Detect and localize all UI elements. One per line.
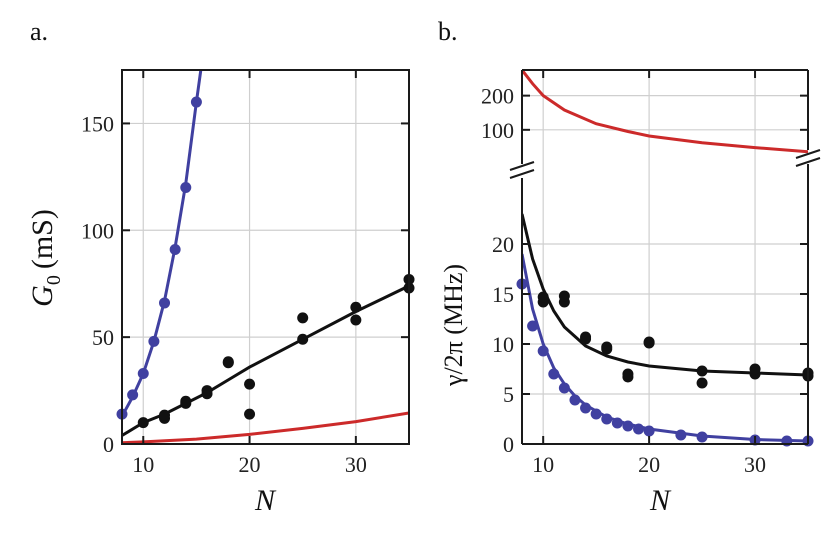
panel-b-data-point-black [558,290,570,302]
panel-a-y-tick-label: 50 [92,325,114,350]
panel-b-data-point-blue [633,423,645,435]
panel-b-points [516,278,814,447]
panel-a-data-point-black [297,333,309,345]
panel-b-y-tick-label: 10 [492,332,514,357]
panel-b-fit-curve-blue [522,253,808,443]
panel-b-data-point-blue [696,431,708,443]
panel-a-grid [122,70,409,445]
panel-a-data-point-black [201,385,213,397]
panel-b-data-point-blue [601,413,613,425]
panel-a-points [116,96,415,429]
panel-b-x-tick-label: 20 [638,452,660,477]
panel-b-y-tick-label: 20 [492,232,514,257]
panel-a-data-point-blue [169,244,181,256]
panel-a-data-point-black [244,378,256,390]
panel-a-data-point-black [180,395,192,407]
panel-a-data-point-blue [190,96,202,108]
panel-b-y-tick-label: 5 [503,382,514,407]
panel-b-fit-curve-red [522,70,808,154]
panel-a-x-axis-title: N [254,484,277,517]
panel-b-fit-curve-black [522,213,808,377]
panel-a-data-point-blue [180,182,192,194]
panel-b-y-axis-title: γ/2π (MHz) [439,264,468,387]
panel-a-data-point-blue [127,389,139,401]
panel-b-data-point-blue [558,382,570,394]
panel-a-label: a. [30,17,48,46]
panel-a-fit-curve-black [122,284,409,437]
panel-a-x-ticks: 10 20 30 [132,70,367,477]
panel-b-axis-break-left [509,161,535,179]
panel-a-data-point-blue [159,297,171,309]
panel-a-y-axis-title: G0 (mS) [26,209,65,307]
panel-b-data-point-black [580,331,592,343]
panel-a-data-point-black [244,408,256,420]
panel-a-data-point-black [350,314,362,326]
panel-b-data-point-blue [548,368,560,380]
panel-a-frame [121,69,410,445]
panel-b-y-ticks: 0 5 10 15 20 100 200 [481,84,808,457]
panel-b-y-tick-label: 15 [492,282,514,307]
panel-b-data-point-black [643,336,655,348]
panel-b: b. 10 20 30 0 5 10 15 20 100 200 N γ/2π (MHz) [438,17,821,517]
panel-a-data-point-blue [137,367,149,379]
panel-b-axis-break-right [795,149,821,167]
panel-b-data-point-blue [590,408,602,420]
panel-b-data-point-black [696,365,708,377]
panel-b-y-tick-label: 0 [503,432,514,457]
panel-a-x-tick-label: 10 [132,452,154,477]
panel-a-y-tick-label: 100 [81,218,114,243]
panel-a-data-point-blue [148,335,160,347]
panel-a-x-tick-label: 20 [239,452,261,477]
panel-b-y-tick-label-upper: 200 [481,84,514,109]
panel-b-label: b. [438,17,458,46]
panel-b-data-point-blue [569,394,581,406]
panel-b-x-ticks: 10 20 30 [532,70,766,477]
panel-a-curves [122,70,409,444]
panel-a-data-point-black [350,301,362,313]
panel-b-data-point-blue [611,417,623,429]
panel-b-x-tick-label: 30 [744,452,766,477]
panel-b-data-point-blue [537,345,549,357]
panel-a-y-tick-label: 0 [103,432,114,457]
panel-b-data-point-black [622,368,634,380]
panel-a-data-point-black [297,312,309,324]
panel-b-data-point-blue [643,425,655,437]
panel-a-data-point-black [222,356,234,368]
panel-b-x-axis-title: N [649,484,672,517]
panel-a-data-point-black [159,409,171,421]
panel-b-y-tick-label-upper: 100 [481,118,514,143]
panel-b-data-point-blue [622,420,634,432]
panel-a-y-axis-unit: (mS) [26,209,59,269]
panel-a-y-tick-label: 150 [81,111,114,136]
panel-b-data-point-black [749,363,761,375]
panel-a-y-axis-subscript: 0 [43,275,65,285]
panel-b-data-point-blue [675,429,687,441]
panel-a-data-point-black [137,417,149,429]
panel-a-y-axis-symbol: G [26,285,59,307]
panel-a-x-tick-label: 30 [345,452,367,477]
panel-b-x-tick-label: 10 [532,452,554,477]
panel-b-grid [522,70,808,445]
panel-a-y-ticks: 0 50 100 150 [81,111,409,457]
panel-b-data-point-blue [580,402,592,414]
panel-b-data-point-black [601,341,613,353]
panel-b-data-point-blue [527,320,539,332]
panel-b-data-point-black [537,291,549,303]
panel-a-fit-curve-blue [122,70,203,417]
panel-b-data-point-black [696,377,708,389]
